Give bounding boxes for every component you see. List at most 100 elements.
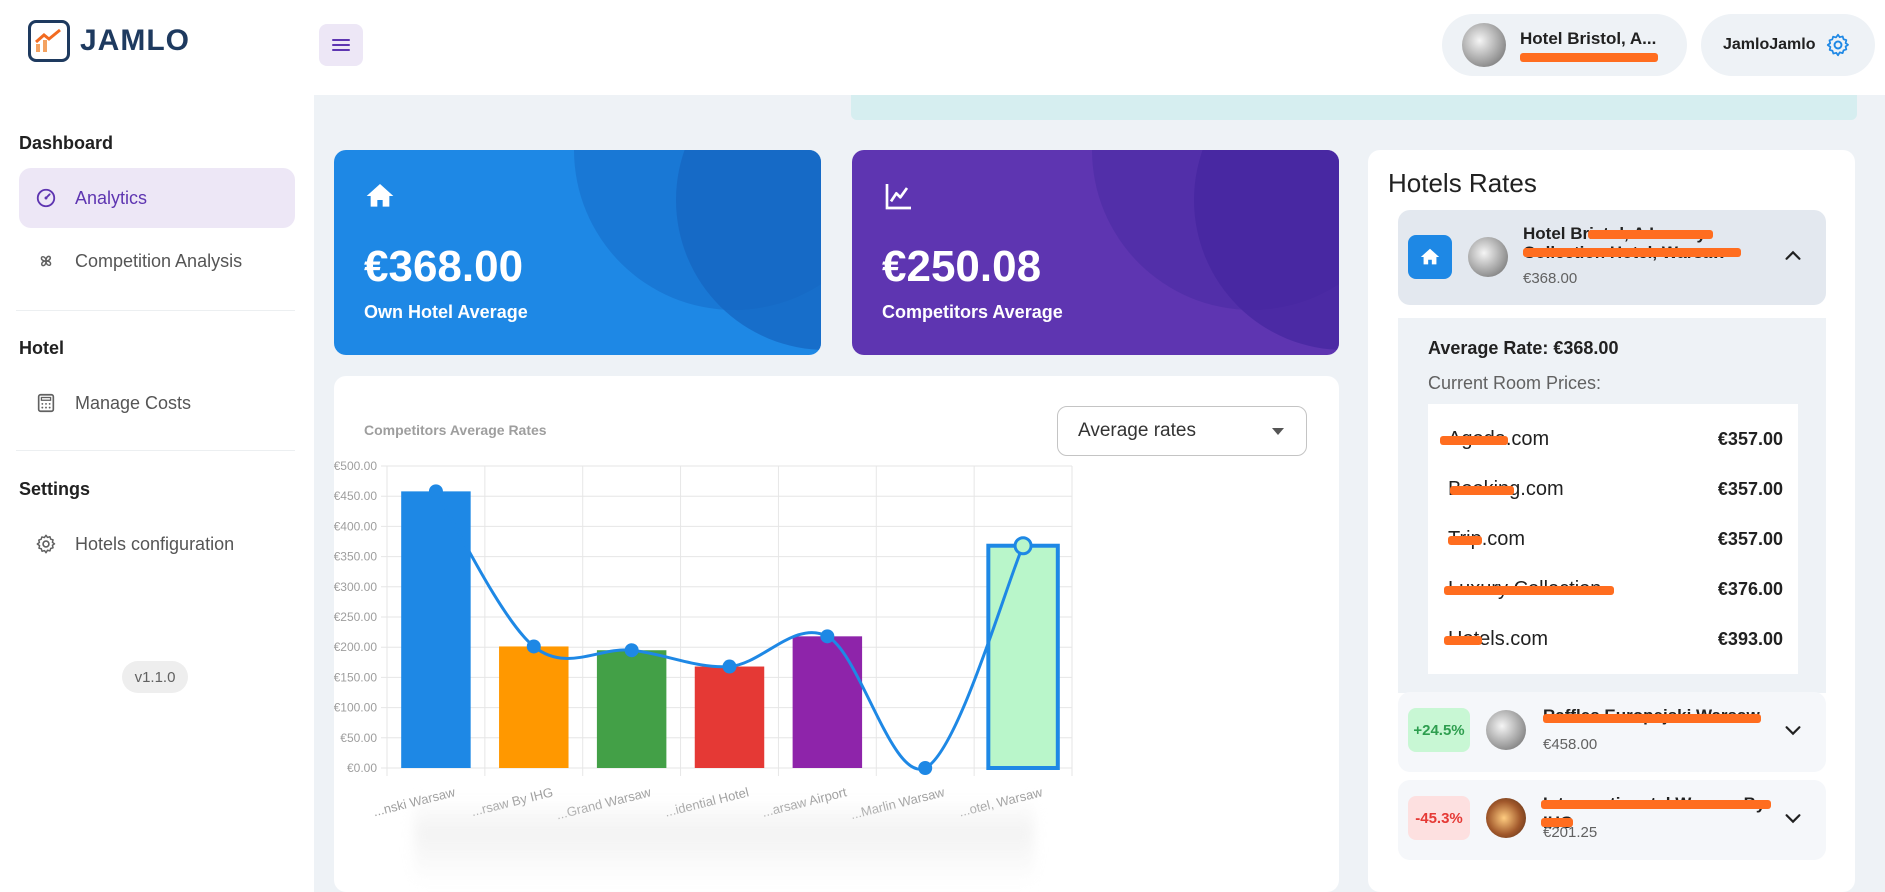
- data-point: [722, 659, 737, 674]
- rates-type-select[interactable]: Average rates: [1057, 406, 1307, 456]
- redaction-mark: [1541, 800, 1771, 809]
- competitor-row[interactable]: +24.5% Raffles Europejski Warsaw €458.00: [1398, 692, 1826, 772]
- average-rate: Average Rate: €368.00: [1428, 338, 1619, 358]
- hotel-avatar: [1486, 710, 1526, 750]
- y-tick-label: €300.00: [334, 580, 377, 594]
- bar: [986, 543, 1060, 770]
- bar: [694, 666, 765, 768]
- data-point: [526, 639, 541, 654]
- pinwheel-icon: [40, 255, 52, 267]
- chevron-up-icon[interactable]: [1782, 245, 1804, 267]
- price-value: €393.00: [1717, 628, 1783, 649]
- own-hotel-details: Average Rate: €368.00 Current Room Price…: [1398, 318, 1826, 693]
- own-hotel-average-card: €368.00 Own Hotel Average: [334, 150, 821, 355]
- chevron-down-icon[interactable]: [1782, 807, 1804, 829]
- price-value: €357.00: [1717, 428, 1783, 449]
- sidebar-item-hotels-configuration[interactable]: Hotels configuration: [19, 514, 295, 574]
- price-row-hotels: Hotels.com €393.00: [1448, 624, 1783, 654]
- own-hotel-average-value: €368.00: [364, 242, 524, 291]
- redaction-mark: [1543, 714, 1761, 723]
- redaction-mark: [1523, 248, 1741, 257]
- logo[interactable]: JAMLO: [28, 20, 190, 62]
- sidebar-item-analytics[interactable]: Analytics: [19, 168, 295, 228]
- sidebar-item-competition-analysis[interactable]: Competition Analysis: [19, 231, 295, 291]
- redaction-mark: [1444, 586, 1614, 595]
- y-tick-label: €450.00: [334, 489, 377, 503]
- chevron-down-icon: [1272, 428, 1284, 435]
- data-point: [624, 643, 639, 658]
- logo-chart-icon: [28, 20, 70, 62]
- hotel-selector[interactable]: Hotel Bristol, A...: [1442, 14, 1687, 76]
- sidebar-divider: [16, 450, 295, 451]
- user-menu[interactable]: JamloJamlo: [1701, 14, 1875, 76]
- price-row-trip: Trip.com €357.00: [1448, 524, 1783, 554]
- y-tick-label: €50.00: [340, 731, 377, 745]
- hotels-rates-title: Hotels Rates: [1388, 168, 1537, 198]
- own-hotel-row[interactable]: Hotel Bristol, A Luxury Collection Hotel…: [1398, 210, 1826, 305]
- redaction-mark: [1541, 818, 1573, 827]
- data-point: [1013, 536, 1033, 556]
- sidebar-item-label: Hotels configuration: [75, 533, 235, 554]
- y-tick-label: €250.00: [334, 610, 377, 624]
- competitor-price: €458.00: [1543, 736, 1598, 753]
- bar: [792, 636, 863, 768]
- redaction-mark: [1448, 536, 1482, 545]
- own-hotel-price: €368.00: [1523, 270, 1578, 287]
- bar: [596, 650, 667, 768]
- blurred-region: [414, 796, 1034, 886]
- y-tick-label: €500.00: [334, 459, 377, 473]
- y-tick-label: €0.00: [347, 761, 377, 775]
- rates-type-select-value: Average rates: [1078, 420, 1196, 441]
- gear-icon: [36, 534, 56, 554]
- sidebar-item-label: Competition Analysis: [75, 250, 243, 271]
- bar: [401, 491, 471, 768]
- hotel-avatar: [1468, 237, 1508, 277]
- home-icon: [366, 184, 394, 207]
- data-point: [918, 761, 933, 775]
- rate-difference-badge: +24.5%: [1408, 708, 1470, 752]
- price-value: €357.00: [1717, 528, 1783, 549]
- hotel-avatar: [1462, 23, 1506, 67]
- redaction-mark: [1444, 636, 1482, 645]
- sidebar-section-dashboard: Dashboard: [19, 133, 114, 153]
- sidebar: Dashboard Analytics Competition Analysis…: [0, 95, 314, 892]
- redaction-mark: [1520, 52, 1658, 62]
- data-point: [820, 629, 835, 644]
- current-room-prices-label: Current Room Prices:: [1428, 373, 1602, 393]
- y-tick-label: €150.00: [334, 670, 377, 684]
- sidebar-divider: [16, 310, 295, 311]
- top-bar: JAMLO Hotel Bristol, A... JamloJamlo: [0, 0, 1885, 95]
- sidebar-section-settings: Settings: [19, 479, 91, 499]
- rate-difference-badge: -45.3%: [1408, 796, 1470, 840]
- gear-icon[interactable]: [1825, 32, 1851, 58]
- hotel-selector-name: Hotel Bristol, A...: [1520, 28, 1657, 48]
- redaction-mark: [1588, 230, 1713, 239]
- hamburger-icon: [332, 39, 350, 51]
- price-value: €357.00: [1717, 478, 1783, 499]
- bar: [499, 646, 569, 768]
- speedometer-icon: [36, 188, 56, 208]
- competitor-row[interactable]: -45.3% Intercontinental Warsaw By IHG €2…: [1398, 780, 1826, 860]
- competitor-price: €201.25: [1543, 824, 1598, 841]
- competitors-average-label: Competitors Average: [882, 302, 1063, 322]
- sidebar-item-manage-costs[interactable]: Manage Costs: [19, 373, 295, 433]
- data-point: [428, 484, 443, 499]
- redaction-mark: [1450, 486, 1514, 495]
- y-tick-label: €350.00: [334, 550, 377, 564]
- home-icon: [1408, 235, 1452, 279]
- chart-title: Competitors Average Rates: [364, 422, 547, 438]
- version-badge: v1.1.0: [122, 661, 188, 693]
- competitors-average-value: €250.08: [882, 242, 1042, 291]
- line-chart-icon: [885, 184, 911, 210]
- chevron-down-icon[interactable]: [1782, 719, 1804, 741]
- user-name: JamloJamlo: [1723, 36, 1816, 53]
- alert-strip: [851, 95, 1857, 120]
- menu-toggle-button[interactable]: [319, 24, 363, 66]
- competitors-chart-card: Competitors Average Rates Average rates …: [334, 376, 1339, 892]
- room-prices-list: Agoda.com €357.00 Booking.com €357.00 Tr…: [1428, 404, 1798, 674]
- sidebar-item-label: Analytics: [75, 187, 148, 208]
- y-tick-label: €400.00: [334, 519, 377, 533]
- y-tick-label: €100.00: [334, 701, 377, 715]
- redaction-mark: [1440, 436, 1508, 445]
- competitors-average-card: €250.08 Competitors Average: [852, 150, 1339, 355]
